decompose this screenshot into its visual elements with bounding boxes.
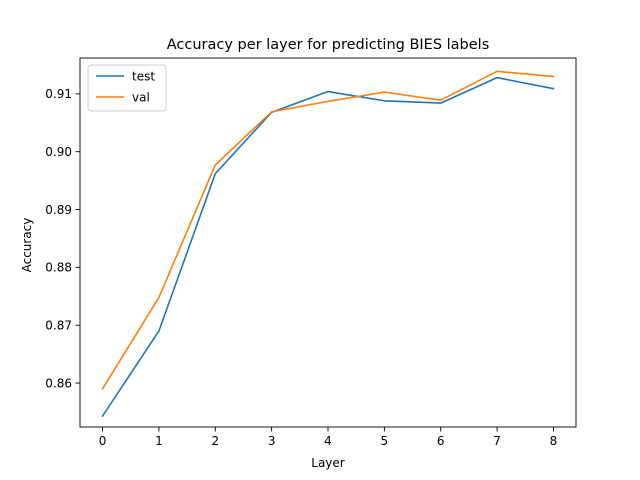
y-tick-label-2: 0.88: [45, 261, 72, 275]
legend-label-test: test: [132, 69, 155, 83]
x-tick-label-0: 0: [99, 434, 107, 448]
y-tick-label-3: 0.89: [45, 203, 72, 217]
y-axis-label: Accuracy: [20, 218, 34, 273]
y-tick-label-4: 0.90: [45, 145, 72, 159]
plot-area: 0 1 2 3 4 5 6 7 8 0.86 0.87 0.88 0.89 0.90 0.91 test val: [45, 57, 577, 448]
legend-label-val: val: [132, 90, 150, 104]
x-tick-label-7: 7: [493, 434, 501, 448]
chart-title: Accuracy per layer for predicting BIES l…: [167, 37, 490, 53]
x-tick-label-5: 5: [381, 434, 389, 448]
x-axis-label: Layer: [311, 456, 345, 470]
x-tick-label-2: 2: [211, 434, 219, 448]
series-line-val: [101, 70, 555, 390]
x-tick-label-1: 1: [155, 434, 163, 448]
y-tick-label-5: 0.91: [45, 87, 72, 101]
x-tick-label-8: 8: [550, 434, 558, 448]
x-tick-label-6: 6: [437, 434, 445, 448]
x-tick-label-3: 3: [268, 434, 276, 448]
y-tick-label-1: 0.87: [45, 319, 72, 333]
series-line-test: [101, 76, 555, 418]
x-tick-label-4: 4: [324, 434, 332, 448]
y-tick-label-0: 0.86: [45, 376, 72, 390]
